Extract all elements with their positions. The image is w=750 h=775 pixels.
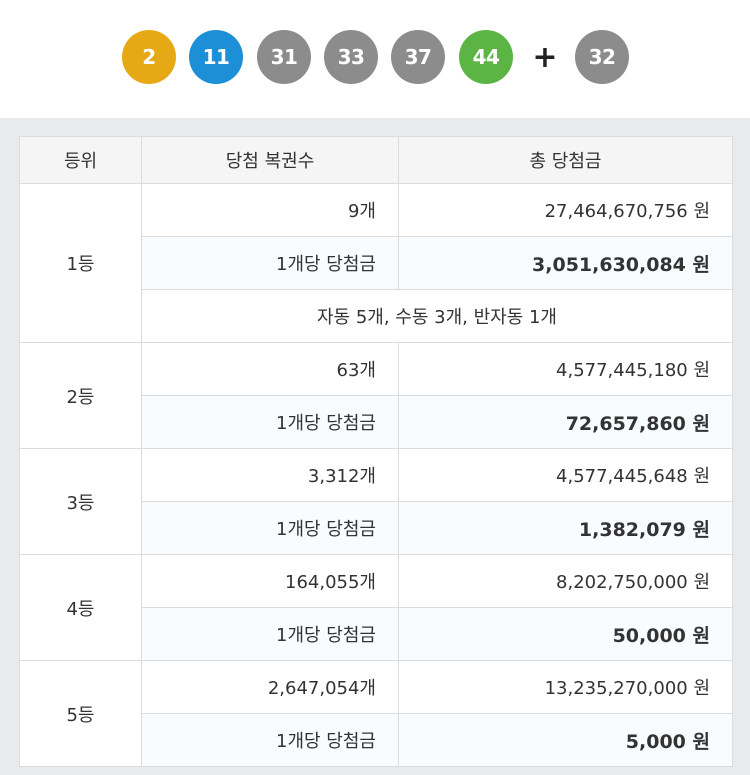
total-prize: 4,577,445,180 원 (398, 342, 733, 396)
table-row: 1개당 당첨금 1,382,079 원 (20, 501, 733, 555)
per-winner-prize: 50,000 원 (398, 607, 733, 661)
table-row: 1등 9개 27,464,670,756 원 (19, 183, 733, 343)
prize-table: 등위 당첨 복권수 총 당첨금 1등 9개 27,464,670,756 원 1… (19, 136, 733, 767)
table-row: 1개당 당첨금 5,000 원 (20, 713, 733, 767)
lotto-ball: 11 (189, 30, 243, 84)
total-prize: 4,577,445,648 원 (398, 448, 733, 502)
table-row: 1개당 당첨금 3,051,630,084 원 (20, 236, 733, 290)
per-winner-label: 1개당 당첨금 (141, 607, 399, 661)
lotto-ball: 33 (324, 30, 378, 84)
total-prize: 13,235,270,000 원 (398, 660, 733, 714)
winner-count: 2,647,054개 (141, 660, 399, 714)
purchase-type-note: 자동 5개, 수동 3개, 반자동 1개 (141, 289, 733, 343)
per-winner-prize: 72,657,860 원 (398, 395, 733, 449)
table-row: 2등 63개 4,577,445,180 원 (19, 342, 733, 449)
per-winner-prize: 5,000 원 (398, 713, 733, 767)
rank-label: 3등 (19, 448, 142, 555)
table-row: 3등 3,312개 4,577,445,648 원 (19, 448, 733, 555)
header-rank: 등위 (19, 136, 142, 184)
table-row: 1개당 당첨금 72,657,860 원 (20, 395, 733, 449)
winner-count: 9개 (141, 183, 399, 237)
table-row: 5등 2,647,054개 13,235,270,000 원 (19, 660, 733, 767)
per-winner-label: 1개당 당첨금 (141, 501, 399, 555)
rank-label: 2등 (19, 342, 142, 449)
rank-label: 4등 (19, 554, 142, 661)
winner-count: 164,055개 (141, 554, 399, 608)
lotto-ball: 31 (257, 30, 311, 84)
table-header-row: 등위 당첨 복권수 총 당첨금 (19, 136, 733, 184)
table-row: 4등 164,055개 8,202,750,000 원 (19, 554, 733, 661)
header-total: 총 당첨금 (398, 136, 733, 184)
winner-count: 63개 (141, 342, 399, 396)
plus-sign: + (532, 39, 558, 75)
winner-count: 3,312개 (141, 448, 399, 502)
rank-label: 1등 (19, 183, 142, 343)
per-winner-prize: 1,382,079 원 (398, 501, 733, 555)
lotto-ball: 37 (391, 30, 445, 84)
per-winner-prize: 3,051,630,084 원 (398, 236, 733, 290)
table-row: 1개당 당첨금 50,000 원 (20, 607, 733, 661)
header-winners: 당첨 복권수 (141, 136, 399, 184)
total-prize: 27,464,670,756 원 (398, 183, 733, 237)
per-winner-label: 1개당 당첨금 (141, 236, 399, 290)
winning-numbers: 2 11 31 33 37 44 + 32 (0, 0, 750, 118)
rank-label: 5등 (19, 660, 142, 767)
per-winner-label: 1개당 당첨금 (141, 713, 399, 767)
total-prize: 8,202,750,000 원 (398, 554, 733, 608)
per-winner-label: 1개당 당첨금 (141, 395, 399, 449)
bonus-ball: 32 (575, 30, 629, 84)
lotto-ball: 44 (459, 30, 513, 84)
lotto-ball: 2 (122, 30, 176, 84)
prize-table-panel: 등위 당첨 복권수 총 당첨금 1등 9개 27,464,670,756 원 1… (0, 118, 750, 775)
